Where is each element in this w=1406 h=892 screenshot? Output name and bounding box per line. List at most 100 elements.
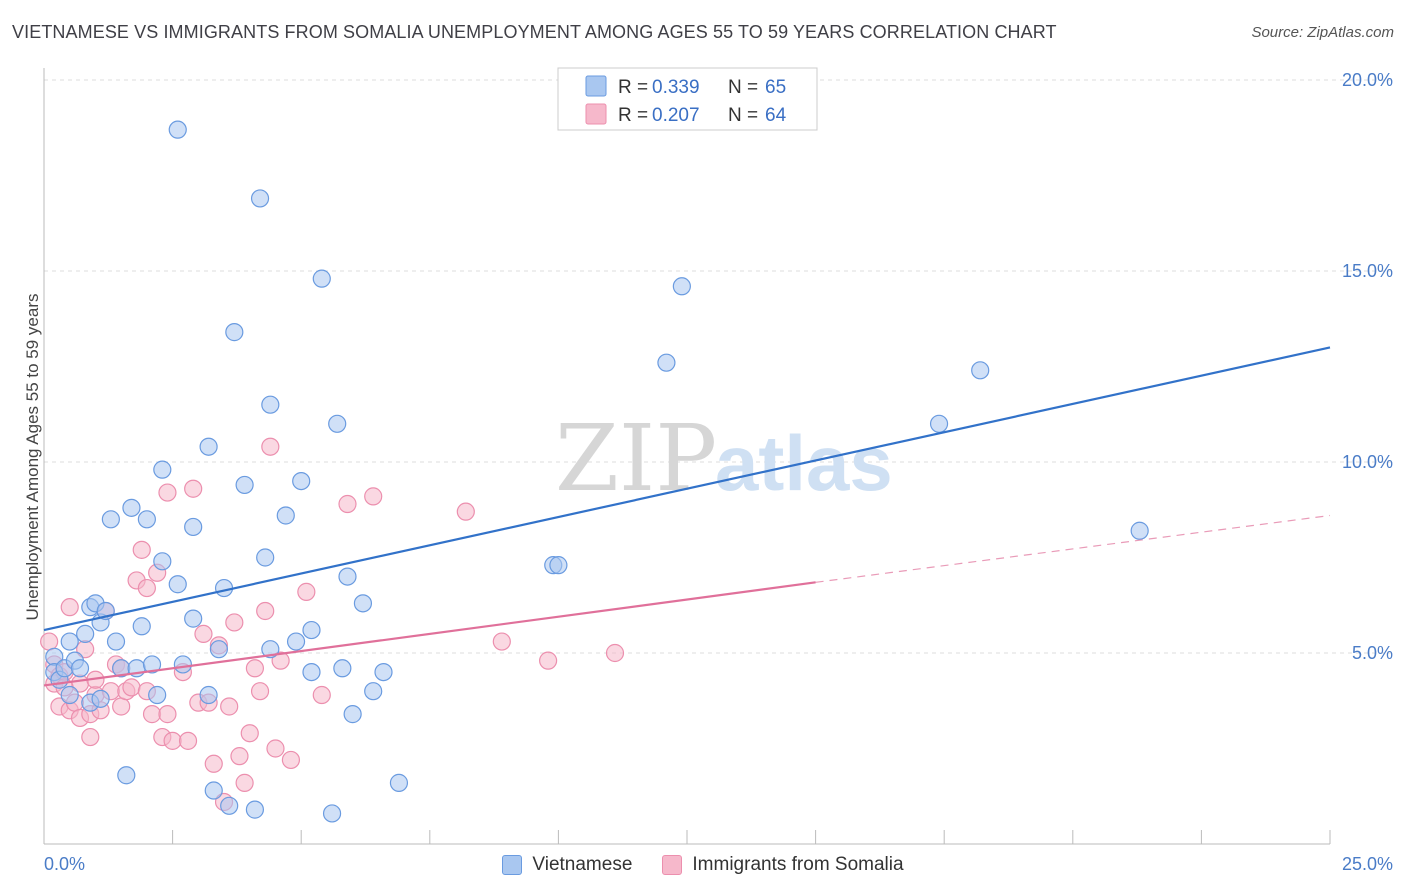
- vietnamese-point: [256, 548, 275, 567]
- vietnamese-point: [1130, 521, 1149, 540]
- somalia-point: [256, 601, 275, 621]
- somalia-point: [312, 685, 331, 705]
- somalia-point: [235, 773, 254, 792]
- vietnamese-point: [153, 460, 172, 479]
- vietnamese-point: [153, 552, 172, 571]
- somalia-point: [132, 540, 151, 559]
- vietnamese-point: [60, 685, 79, 705]
- vietnamese-point: [91, 689, 110, 708]
- somalia-point: [225, 613, 244, 632]
- vietnamese-point: [672, 277, 691, 296]
- somalia-point: [271, 651, 290, 670]
- somalia-trend-extension: [815, 514, 1331, 583]
- vietnamese-point: [333, 659, 352, 678]
- vietnamese-point: [549, 556, 568, 575]
- somalia-point: [230, 747, 249, 766]
- somalia-points: [40, 437, 625, 812]
- vietnamese-point: [364, 682, 383, 701]
- somalia-trend-line: [43, 581, 816, 687]
- vietnamese-point: [168, 575, 187, 594]
- somalia-point: [184, 479, 203, 498]
- somalia-point: [539, 651, 558, 670]
- legend-n-value-somalia: 64: [765, 105, 787, 126]
- somalia-point: [240, 724, 259, 743]
- vietnamese-point: [199, 437, 218, 456]
- somalia-point: [261, 437, 280, 456]
- y-tick-label: 10.0%: [1342, 452, 1393, 472]
- vietnamese-point: [343, 705, 362, 724]
- vietnamese-point: [286, 632, 306, 651]
- vietnamese-point: [204, 781, 223, 800]
- somalia-point: [220, 697, 239, 716]
- somalia-point: [281, 750, 301, 770]
- vietnamese-trend-line: [43, 346, 1331, 632]
- somalia-point: [158, 705, 177, 724]
- vietnamese-point: [261, 640, 280, 659]
- source-label: Source: ZipAtlas.com: [1251, 24, 1394, 41]
- vietnamese-point: [137, 510, 156, 529]
- legend-swatch-somalia: [585, 103, 607, 125]
- chart-title: VIETNAMESE VS IMMIGRANTS FROM SOMALIA UN…: [12, 22, 1057, 42]
- somalia-point: [142, 705, 162, 724]
- x-tick-label: 25.0%: [1342, 854, 1393, 874]
- vietnamese-point: [106, 632, 126, 651]
- vietnamese-point: [250, 189, 270, 208]
- somalia-point: [137, 578, 156, 598]
- legend-n-label: N =: [728, 105, 758, 126]
- somalia-point: [40, 632, 59, 651]
- vietnamese-point: [122, 498, 141, 517]
- vietnamese-point: [261, 395, 280, 414]
- vietnamese-point: [184, 517, 203, 537]
- top-legend: R = 0.339 N = 65 R = 0.207 N = 64: [557, 67, 818, 131]
- vietnamese-point: [374, 662, 393, 682]
- vietnamese-point: [168, 120, 187, 139]
- vietnamese-point: [132, 617, 151, 636]
- legend-n-label: N =: [728, 77, 758, 98]
- vietnamese-point: [657, 353, 676, 372]
- vietnamese-point: [245, 800, 265, 819]
- vietnamese-points: [45, 120, 1149, 823]
- somalia-point: [194, 624, 213, 644]
- somalia-point: [163, 731, 182, 750]
- somalia-point: [112, 697, 131, 716]
- vietnamese-point: [971, 361, 990, 380]
- somalia-point: [364, 487, 383, 506]
- swatch-somalia: [662, 855, 683, 875]
- vietnamese-point: [389, 773, 409, 792]
- somalia-point: [60, 598, 79, 617]
- vietnamese-point: [302, 620, 321, 640]
- legend-r-label: R =: [618, 105, 648, 126]
- y-tick-label: 15.0%: [1342, 261, 1393, 281]
- vietnamese-point: [173, 655, 192, 674]
- somalia-point: [338, 494, 357, 514]
- somalia-point: [204, 754, 223, 773]
- somalia-point: [250, 682, 270, 701]
- somalia-point: [605, 643, 625, 663]
- gridlines: [44, 79, 1395, 654]
- vietnamese-point: [220, 796, 239, 815]
- vietnamese-point: [60, 632, 79, 651]
- vietnamese-point: [148, 685, 167, 705]
- vietnamese-point: [322, 804, 342, 823]
- vietnamese-point: [76, 624, 95, 644]
- legend-item-somalia: Immigrants from Somalia: [662, 854, 904, 876]
- swatch-vietnamese: [502, 855, 523, 875]
- legend-label-vietnamese: Vietnamese: [532, 854, 633, 875]
- vietnamese-point: [929, 414, 949, 433]
- x-tick-label: 0.0%: [44, 854, 85, 874]
- somalia-point: [492, 632, 511, 651]
- vietnamese-point: [338, 567, 357, 586]
- somalia-point: [456, 502, 475, 521]
- vietnamese-point: [214, 578, 234, 598]
- legend-r-label: R =: [618, 77, 648, 98]
- vietnamese-point: [328, 414, 347, 433]
- legend-item-vietnamese: Vietnamese: [502, 854, 632, 876]
- vietnamese-point: [117, 766, 136, 785]
- somalia-point: [297, 582, 316, 601]
- trend-lines: [43, 346, 1331, 687]
- y-tick-label: 20.0%: [1342, 70, 1393, 90]
- vietnamese-point: [184, 609, 203, 628]
- vietnamese-point: [209, 640, 228, 659]
- vietnamese-point: [302, 662, 321, 682]
